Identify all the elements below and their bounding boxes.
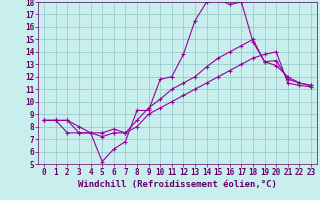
X-axis label: Windchill (Refroidissement éolien,°C): Windchill (Refroidissement éolien,°C): [78, 180, 277, 189]
